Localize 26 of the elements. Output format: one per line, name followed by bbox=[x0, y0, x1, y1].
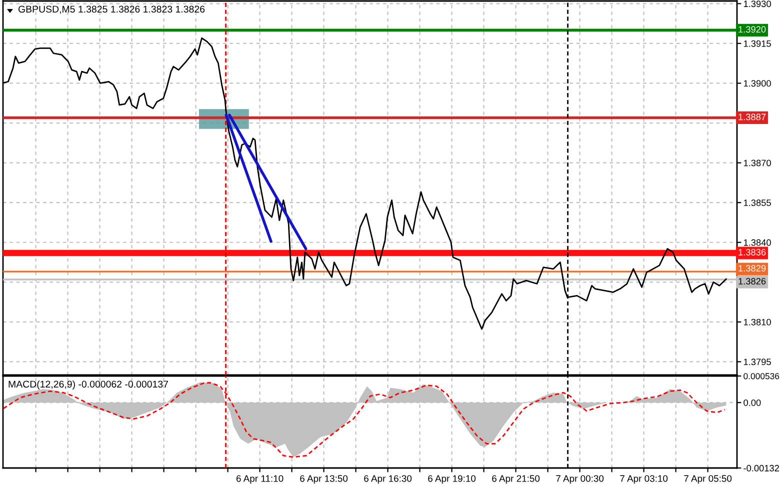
y-tick-label: 0.00 bbox=[744, 399, 761, 406]
x-tick-label: 6 Apr 19:10 bbox=[428, 475, 476, 484]
ref-line-label: 1.3887 bbox=[738, 114, 766, 120]
x-tick-label: 7 Apr 05:50 bbox=[684, 475, 732, 484]
y-tick-label: 1.3915 bbox=[744, 40, 771, 47]
y-tick-label: 1.3840 bbox=[744, 239, 771, 246]
y-tick-label: 1.3810 bbox=[744, 318, 771, 326]
ref-line-label: 1.3829 bbox=[738, 265, 766, 272]
x-tick-label: 6 Apr 21:50 bbox=[492, 475, 540, 484]
y-tick-label: -0.00132 bbox=[744, 464, 779, 472]
x-tick-label: 7 Apr 00:30 bbox=[556, 475, 604, 484]
chart-title: MACD(12,26,9) -0.000062 -0.000137 bbox=[8, 380, 168, 390]
ref-line-label: 1.3920 bbox=[738, 26, 766, 33]
x-tick-label: 6 Apr 13:50 bbox=[300, 475, 348, 484]
y-tick-label: 0.000536 bbox=[744, 373, 780, 380]
y-tick-label: 1.3900 bbox=[744, 80, 771, 87]
x-tick-label: 6 Apr 11:10 bbox=[236, 475, 284, 484]
y-tick-label: 1.3855 bbox=[744, 200, 771, 206]
x-tick-label: 7 Apr 03:10 bbox=[620, 475, 668, 484]
chart-title: GBPUSD,M5 1.3825 1.3826 1.3823 1.3826 bbox=[18, 6, 205, 14]
ref-line-label: 1.3836 bbox=[738, 248, 766, 256]
x-tick-label: 6 Apr 16:30 bbox=[364, 475, 412, 484]
y-tick-label: 1.3870 bbox=[744, 160, 771, 166]
y-tick-label: 1.3930 bbox=[744, 0, 771, 8]
y-tick-label: 1.3795 bbox=[744, 358, 771, 366]
ref-line-label: 1.3826 bbox=[738, 278, 766, 284]
